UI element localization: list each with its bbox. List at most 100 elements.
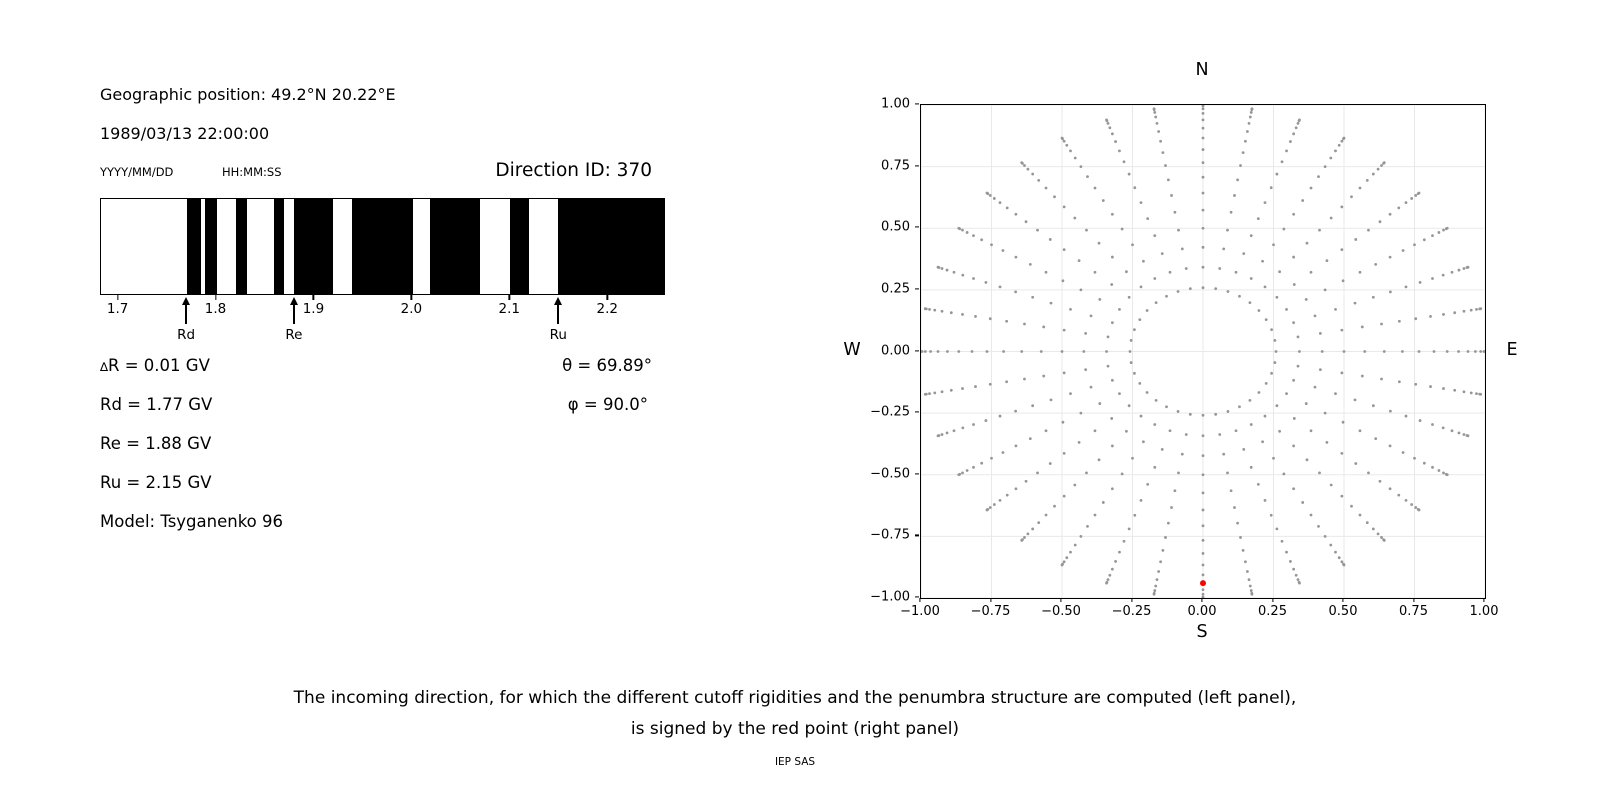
direction-grid-dot [1404, 414, 1408, 418]
direction-grid-dot [1229, 210, 1233, 214]
direction-grid-dot [1159, 560, 1162, 564]
direction-grid-dot [1168, 270, 1172, 274]
direction-grid-dot [1337, 143, 1341, 147]
direction-grid-dot [1127, 404, 1131, 408]
direction-grid-dot [1079, 411, 1083, 415]
delta-r-text: R = 0.01 GV [108, 356, 210, 375]
direction-grid-dot [1201, 105, 1205, 107]
direction-grid-dot [1309, 270, 1313, 274]
direction-grid-dot [1462, 309, 1466, 313]
direction-grid-dot [1176, 290, 1180, 293]
direction-grid-dot [1479, 307, 1483, 311]
direction-grid-dot [1305, 458, 1309, 462]
direction-grid-dot [1397, 380, 1401, 384]
direction-grid-dot [1250, 107, 1254, 111]
y-axis-tick-label: −0.50 [870, 466, 910, 482]
direction-grid-dot [1110, 283, 1114, 286]
x-axis-tick-label: −0.50 [1041, 604, 1081, 619]
direction-grid-dot [1292, 321, 1296, 325]
direction-grid-dot [1089, 314, 1093, 318]
direction-grid-dot [1077, 440, 1081, 444]
direction-grid-dot [1374, 437, 1378, 441]
direction-grid-dot [1173, 489, 1177, 493]
direction-grid-dot [1142, 440, 1145, 444]
direction-grid-dot [1122, 160, 1126, 164]
direction-grid-dot [1044, 513, 1048, 517]
direction-grid-dot [1201, 592, 1205, 596]
direction-grid-dot [1323, 534, 1327, 538]
direction-grid-dot [1031, 404, 1035, 408]
x-axis-tick [1201, 598, 1203, 602]
direction-grid-dot [1264, 381, 1268, 385]
direction-grid-dot [1201, 226, 1205, 230]
direction-grid-dot [1188, 287, 1192, 291]
direction-grid-dot [988, 194, 992, 197]
direction-grid-dot [1280, 539, 1284, 543]
direction-grid-dot [1133, 513, 1137, 517]
direction-grid-dot [1292, 132, 1296, 136]
direction-grid-dot [1245, 130, 1249, 133]
direction-grid-dot [1442, 471, 1445, 475]
arrow-up-icon [289, 297, 298, 305]
direction-grid-dot [1329, 543, 1333, 547]
x-axis-tick [1483, 598, 1485, 602]
direction-grid-dot [1475, 307, 1478, 311]
direction-grid-dot [1101, 501, 1105, 504]
direction-grid-dot [1239, 536, 1242, 539]
direction-grid-dot [998, 498, 1002, 502]
direction-grid-dot [1069, 307, 1072, 311]
direction-grid-dot [1201, 107, 1205, 111]
direction-grid-dot [1342, 563, 1346, 567]
direction-grid-dot [1184, 267, 1188, 270]
x-axis-tick-label: −0.75 [970, 604, 1011, 619]
direction-grid-dot [1023, 377, 1026, 381]
direction-grid-dot [1201, 508, 1205, 512]
direction-grid-dot [984, 281, 988, 284]
y-axis-tick [915, 288, 919, 290]
direction-grid-dot [1414, 382, 1418, 386]
direction-grid-dot [1282, 227, 1286, 231]
x-axis-tick [919, 598, 921, 602]
arrow-stem [557, 305, 560, 324]
direction-grid-dot [1042, 325, 1046, 329]
direction-grid-dot [1201, 434, 1205, 438]
direction-grid-dot [990, 456, 993, 460]
direction-grid-dot [1354, 462, 1358, 465]
direction-grid-dot [1073, 156, 1077, 160]
direction-grid-dot [1350, 504, 1353, 508]
direction-grid-dot [1380, 164, 1383, 167]
direction-grid-dot [1044, 186, 1048, 190]
direction-grid-dot [1462, 390, 1466, 394]
direction-grid-dot [1201, 112, 1205, 115]
direction-grid-dot [1340, 205, 1344, 209]
direction-grid-dot [1201, 191, 1205, 195]
direction-grid-dot [1292, 487, 1296, 491]
direction-grid-dot [1388, 487, 1392, 491]
direction-grid-dot [1165, 294, 1168, 298]
direction-grid-dot [1084, 332, 1088, 335]
direction-grid-dot [1061, 279, 1065, 283]
direction-grid-dot [1334, 550, 1337, 554]
direction-grid-dot [1060, 350, 1064, 353]
direction-grid-dot [1131, 456, 1134, 460]
direction-grid-dot [1082, 350, 1086, 353]
cutoff-arrow-rd [182, 297, 191, 324]
direction-grid-dot [1073, 216, 1077, 220]
direction-grid-dot [1382, 161, 1386, 165]
penumbra-forbidden-band [351, 199, 414, 294]
penumbra-axis-tick [116, 295, 119, 300]
direction-grid-dot [1042, 374, 1046, 378]
direction-grid-dot [1120, 227, 1124, 231]
direction-grid-dot [1249, 423, 1253, 426]
direction-grid-dot [1323, 411, 1327, 415]
direction-grid-dot [1304, 402, 1308, 405]
rd-value: Rd = 1.77 GV [100, 395, 213, 414]
direction-grid-dot [1418, 281, 1422, 284]
direction-grid-dot [1318, 332, 1322, 335]
direction-grid-dot [1376, 532, 1380, 536]
direction-grid-dot [1457, 431, 1461, 435]
direction-grid-dot [974, 385, 977, 388]
direction-grid-dot [1289, 140, 1292, 143]
direction-grid-dot [1325, 259, 1329, 263]
direction-grid-dot [1272, 456, 1275, 460]
